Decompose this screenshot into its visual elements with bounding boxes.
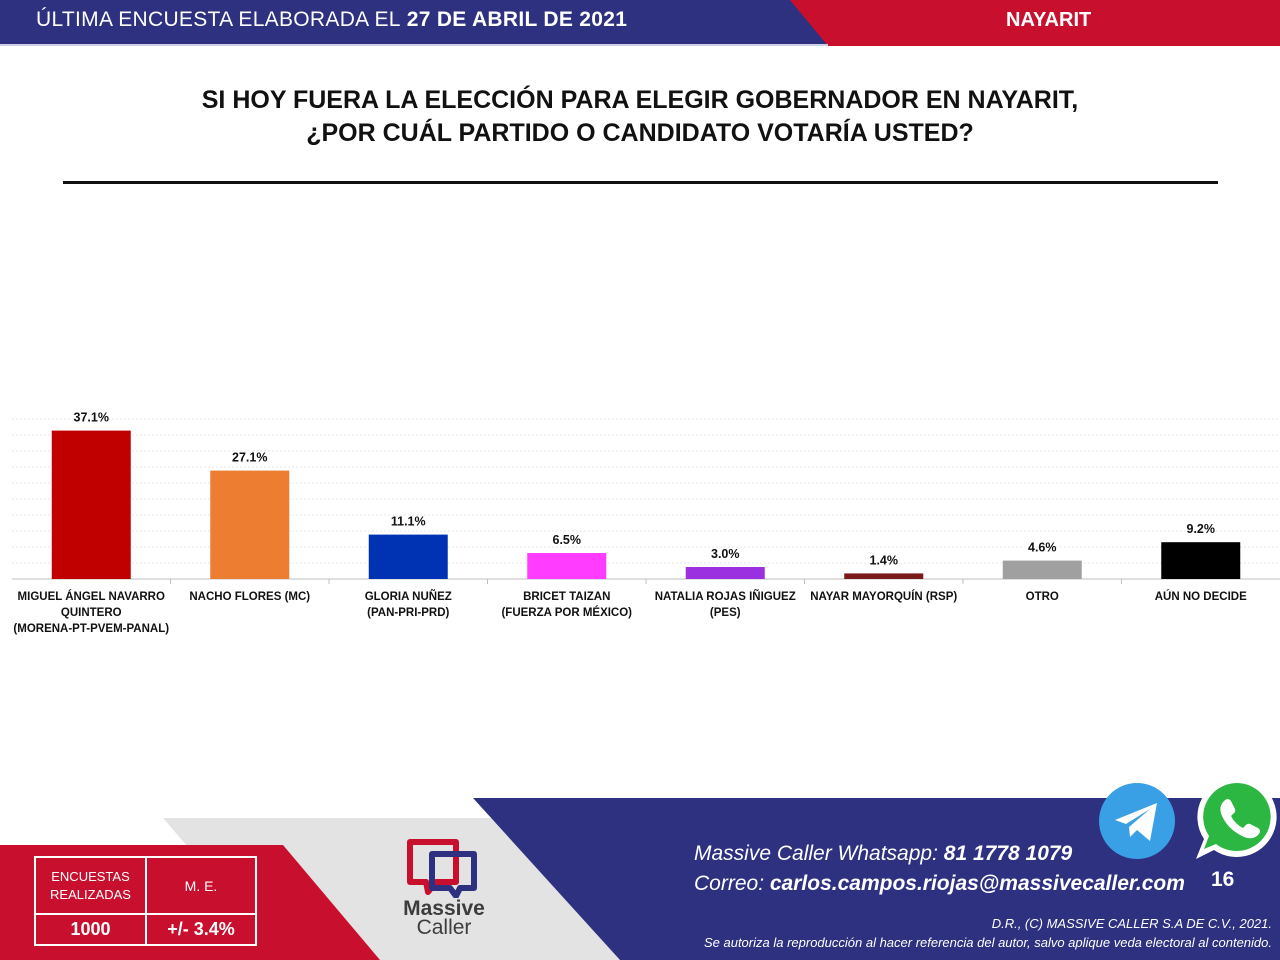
header-date: 27 DE ABRIL DE 2021 [406,8,628,31]
category-label: BRICET TAIZAN [523,591,610,603]
data-label: 6.5% [553,533,582,547]
massive-caller-logo [407,839,477,898]
telegram-icon[interactable] [1097,781,1177,861]
whatsapp-contact: Massive Caller Whatsapp: 81 1778 1079 [694,842,1072,866]
whatsapp-label: Massive Caller Whatsapp: [694,842,938,865]
category-label: (MORENA-PT-PVEM-PANAL) [13,623,169,635]
data-label: 37.1% [74,411,109,425]
data-label: 3.0% [711,547,740,561]
reproduction-notice: Se autoriza la reproducción al hacer ref… [703,935,1272,950]
margin-label: M. E. [147,858,255,915]
category-label: GLORIA NUÑEZ [365,590,452,603]
data-label: 11.1% [391,515,426,529]
bar [685,567,765,579]
category-label: (PES) [710,607,741,619]
brand-name-line2: Caller [416,916,472,939]
email-address[interactable]: carlos.campos.riojas@massivecaller.com [769,872,1185,895]
bar [1161,542,1241,579]
data-label: 9.2% [1187,522,1216,536]
category-label: MIGUEL ÁNGEL NAVARRO [18,590,165,603]
footer-background [0,798,1280,960]
category-label: NACHO FLORES (MC) [189,591,310,603]
title-divider [63,181,1218,184]
surveys-value: 1000 [36,915,147,944]
bar [368,534,448,579]
bar [527,553,607,579]
email-label: Correo: [694,872,765,895]
category-label: (PAN-PRI-PRD) [367,607,449,619]
category-label: OTRO [1026,591,1059,603]
copyright-text: D.R., (C) MASSIVE CALLER S.A DE C.V., 20… [991,916,1272,931]
bar [844,573,924,579]
whatsapp-icon[interactable] [1192,773,1280,863]
bar [210,470,290,579]
header-bar [0,0,1280,46]
data-label: 1.4% [870,553,899,567]
bar [1002,560,1082,579]
bar-chart: 37.1% MIGUEL ÁNGEL NAVARRO QUINTERO (MORENA… [12,411,1280,635]
bar [51,430,131,579]
header-prefix: ÚLTIMA ENCUESTA ELABORADA EL [36,8,401,31]
region-label: NAYARIT [1006,9,1092,31]
surveys-label: ENCUESTAS REALIZADAS [36,858,147,915]
data-label: 27.1% [232,451,267,465]
email-contact: Correo: carlos.campos.riojas@massivecall… [694,872,1185,896]
category-label: NAYAR MAYORQUÍN (RSP) [810,590,957,603]
margin-value: +/- 3.4% [167,919,235,939]
survey-date-text: ÚLTIMA ENCUESTA ELABORADA EL 27 DE ABRIL … [36,8,627,32]
brand-name-line1: Massive [403,897,485,920]
page-number: 16 [1211,868,1235,891]
category-label: QUINTERO [61,607,122,619]
category-label: AÚN NO DECIDE [1155,590,1247,603]
survey-stats-table: ENCUESTAS REALIZADAS M. E. 1000 +/- 3.4% [34,856,257,946]
whatsapp-number[interactable]: 81 1778 1079 [943,842,1073,865]
category-label: NATALIA ROJAS IÑIGUEZ [655,590,796,603]
chart-title-line2: ¿POR CUÁL PARTIDO O CANDIDATO VOTARÍA US… [306,119,974,147]
chart-title-line1: SI HOY FUERA LA ELECCIÓN PARA ELEGIR GOB… [201,86,1079,114]
category-label: (FUERZA POR MÉXICO) [501,606,632,619]
data-label: 4.6% [1028,541,1057,555]
